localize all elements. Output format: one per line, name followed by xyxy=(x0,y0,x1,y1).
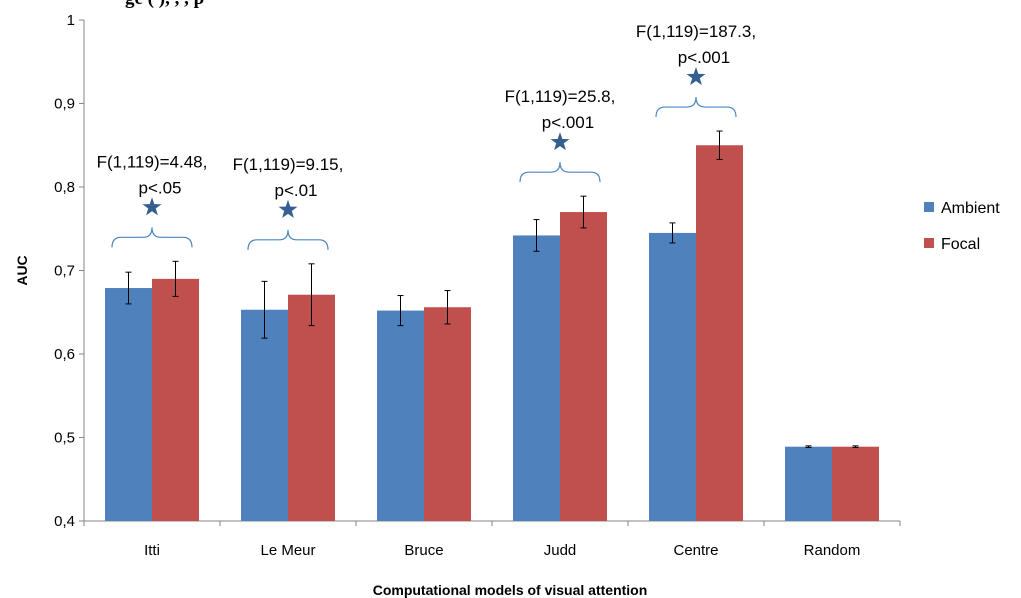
annotation-stat: F(1,119)=25.8, xyxy=(505,87,616,106)
significance-bracket xyxy=(111,227,193,248)
x-axis-title: Computational models of visual attention xyxy=(373,582,648,598)
y-tick-label: 0,7 xyxy=(54,263,75,280)
y-axis-title: AUC xyxy=(14,255,30,285)
significance-bracket xyxy=(519,162,601,183)
x-tick-label: Bruce xyxy=(404,542,443,559)
annotations: F(1,119)=4.48, p<.05 F(1,119)=9.15, p<.01 F(… xyxy=(97,22,756,250)
legend-swatch-ambient xyxy=(924,202,934,212)
annotation-stat: F(1,119)=187.3, xyxy=(636,22,756,41)
legend: Ambient Focal xyxy=(924,200,1000,253)
annotation-stat: F(1,119)=4.48, xyxy=(97,152,208,171)
annotation-p: p<.01 xyxy=(274,181,317,200)
bar-focal xyxy=(152,278,199,521)
star-icon xyxy=(550,132,570,151)
x-tick-label: Itti xyxy=(144,542,160,559)
y-tick-label: 0,5 xyxy=(54,430,75,447)
x-tick-label: Random xyxy=(804,542,861,559)
x-tick-label: Judd xyxy=(544,542,577,559)
legend-label-focal: Focal xyxy=(941,236,980,253)
bar-focal xyxy=(696,145,743,521)
x-tick-label: Centre xyxy=(673,542,718,559)
bar-ambient xyxy=(649,232,696,522)
y-tick-label: 0,8 xyxy=(54,179,75,196)
legend-swatch-focal xyxy=(924,238,934,248)
annotation-p: p<.001 xyxy=(542,113,594,132)
x-tick-label: Le Meur xyxy=(260,542,315,559)
bar-ambient xyxy=(241,309,288,521)
cropped-top-text: ge ( ), , , p xyxy=(125,0,204,9)
bar-ambient xyxy=(513,235,560,521)
y-tick-label: 0,9 xyxy=(54,96,75,113)
bar-ambient xyxy=(105,288,152,521)
y-tick-label: 0,6 xyxy=(54,346,75,363)
star-icon xyxy=(278,199,298,218)
y-tick-label: 1 xyxy=(67,12,75,29)
axes: 0,4 0,5 0,6 0,7 0,8 0,9 1 Itti Le Meur Bruce Judd C… xyxy=(14,12,901,598)
annotation-stat: F(1,119)=9.15, xyxy=(233,155,344,174)
bar-focal xyxy=(424,307,471,521)
bar-ambient xyxy=(785,446,832,521)
significance-bracket xyxy=(247,229,329,250)
bar-focal xyxy=(288,294,335,521)
bar-focal xyxy=(560,212,607,522)
significance-bracket xyxy=(655,97,737,118)
star-icon xyxy=(142,197,162,216)
bar-ambient xyxy=(377,310,424,521)
y-tick-label: 0,4 xyxy=(54,513,75,530)
annotation-p: p<.001 xyxy=(678,48,730,67)
bars xyxy=(105,130,879,522)
legend-label-ambient: Ambient xyxy=(941,200,1000,217)
star-icon xyxy=(686,67,706,86)
annotation-p: p<.05 xyxy=(138,178,181,197)
bar-focal xyxy=(832,446,879,521)
